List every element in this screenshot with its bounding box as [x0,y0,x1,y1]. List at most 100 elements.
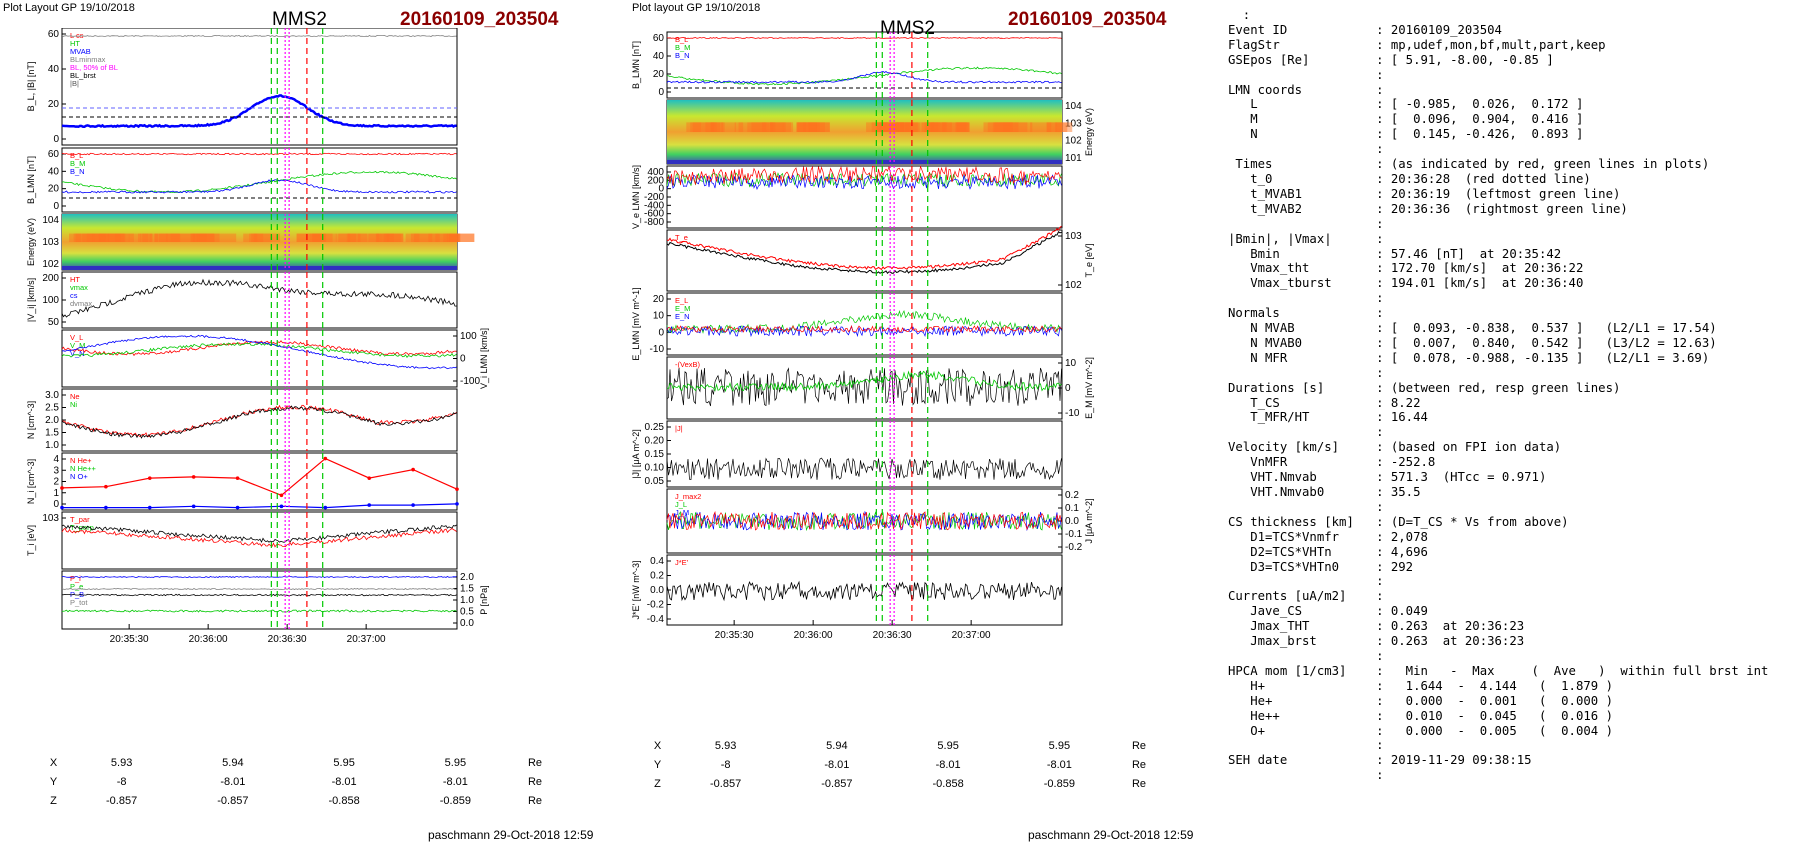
y-tick-label: 60 [48,149,60,160]
time-tick-label: 20:36:00 [189,634,228,645]
info-line: Vmax_tburst : 194.01 [km/s] at 20:36:40 [1228,276,1584,291]
hpca-marker [147,476,152,480]
coord-value: 5.94 [222,756,244,769]
coord-unit: Re [527,794,543,807]
spectrogram-hot-band [382,233,394,242]
hpca-marker [60,486,64,490]
spectrogram-hot-band [335,233,351,242]
spectrogram-hot-band [797,122,817,132]
spectrogram-hot-band [348,233,357,242]
spectrogram-hot-band [721,122,736,132]
spectrogram-hot-band [992,122,1016,132]
y-tick-label: 20 [653,294,665,305]
spectrogram-hot-band [142,233,153,242]
y-tick-label: 0.2 [650,571,664,582]
y-tick-label: 0 [658,87,664,98]
legend-entry: P_i [70,574,81,583]
spectrogram-hot-band [921,122,939,132]
y-tick-label: 20 [48,184,60,195]
series-line [61,340,457,357]
spectrogram-hot-band [138,233,149,242]
spectrogram-hot-band [955,122,968,132]
hpca-marker [235,505,240,510]
info-line: : [1228,574,1384,589]
info-line: : [1228,291,1384,306]
spectrogram-hot-band [924,122,948,132]
coord-row: Y -8 -8.01 -8.01 -8.01 Re [42,773,558,790]
y-tick-label: -0.4 [647,614,665,625]
info-line: t_0 : 20:36:28 (red dotted line) [1228,171,1591,186]
spectrogram-hot-band [69,233,82,242]
spectrogram-hot-band [159,233,181,242]
time-tick-label: 20:35:30 [715,630,754,641]
coord-value: -8.01 [935,758,961,771]
spectrogram-hot-band [1018,122,1028,132]
spectrogram-hot-band [747,122,770,132]
y-tick-label: 20 [48,99,60,110]
spectrogram-hot-band [243,233,258,242]
spectrogram-hot-band [956,122,967,132]
info-line: T_CS : 8.22 [1228,395,1421,410]
info-line: He+ : 0.000 - 0.001 ( 0.000 ) [1228,693,1613,708]
info-line: t_MVAB1 : 20:36:19 (leftmost green line) [1228,186,1621,201]
spectrogram-hot-band [705,122,724,132]
coord-row: X 5.93 5.94 5.95 5.95 Re [42,754,558,771]
y-tick-label: 100 [460,331,477,342]
hpca-marker [367,503,372,507]
series-line [666,510,1062,531]
right-event-title: 20160109_203504 [1008,9,1167,30]
right-footer: paschmann 29-Oct-2018 12:59 [1028,828,1194,842]
spectrogram-hot-band [410,233,420,242]
spectrogram-hot-band [166,233,180,242]
spectrogram-hot-band [710,122,725,132]
info-line: : [1228,8,1251,22]
info-line: t_MVAB2 : 20:36:36 (rightmost green line… [1228,201,1628,216]
spectrogram-hot-band [816,122,830,132]
y-tick-label: 2.5 [45,403,59,414]
spectrogram-hot-band [114,233,130,242]
spectrogram-hot-band [405,233,433,242]
info-line: Normals : [1228,306,1384,321]
y-tick-label: 4 [53,454,59,465]
spectrogram-hot-band [296,233,321,242]
spectrogram-hot-band [338,233,361,242]
coord-value: -8.01 [1046,758,1072,771]
y-tick-label: 0.0 [460,618,474,629]
series-line [666,174,1062,190]
hpca-marker [455,502,459,506]
legend-entry: Ne [70,392,80,401]
spectrogram-hot-band [82,233,106,242]
left-event-title: 20160109_203504 [400,9,559,30]
spectrogram-hot-band [154,233,168,242]
y-tick-label: 0.0 [650,585,664,596]
spectrogram-hot-band [880,122,897,132]
spectrogram-hot-band [895,122,910,132]
hpca-marker [235,476,240,480]
left-coord-table: X 5.93 5.94 5.95 5.95 Re Y -8 -8.01 -8.01 -8.01 Re Z… [40,752,560,811]
hpca-marker [191,475,196,479]
legend-entry: BL, 50% of BL [70,63,118,72]
coord-label: Z [654,777,661,790]
y-axis-label: E_M [mV m^-2] [1084,357,1094,419]
y-tick-label: -10 [650,344,665,355]
spectrogram-hot-band [686,122,701,132]
hpca-marker [323,505,328,510]
info-line: VnMFR : -252.8 [1228,455,1436,470]
spectrogram-hot-band [98,233,110,242]
y-tick-label: -100 [460,376,480,387]
panel-frame [666,229,1063,292]
legend-entry: E_L [675,296,688,305]
spectrogram-hot-band [896,122,920,132]
y-tick-label: 0 [53,134,59,145]
info-line: Jmax_brst : 0.263 at 20:36:23 [1228,634,1525,649]
time-tick-label: 20:36:00 [794,630,833,641]
series-line [61,334,457,370]
spectrogram-hot-band [413,233,440,242]
coord-unit: Re [1131,739,1147,752]
spectrogram-fill [667,100,1062,164]
spectrogram-hot-band [883,122,911,132]
spectrogram-hot-band [931,122,952,132]
legend-entry: N He++ [70,464,96,473]
time-tick-label: 20:35:30 [110,634,149,645]
